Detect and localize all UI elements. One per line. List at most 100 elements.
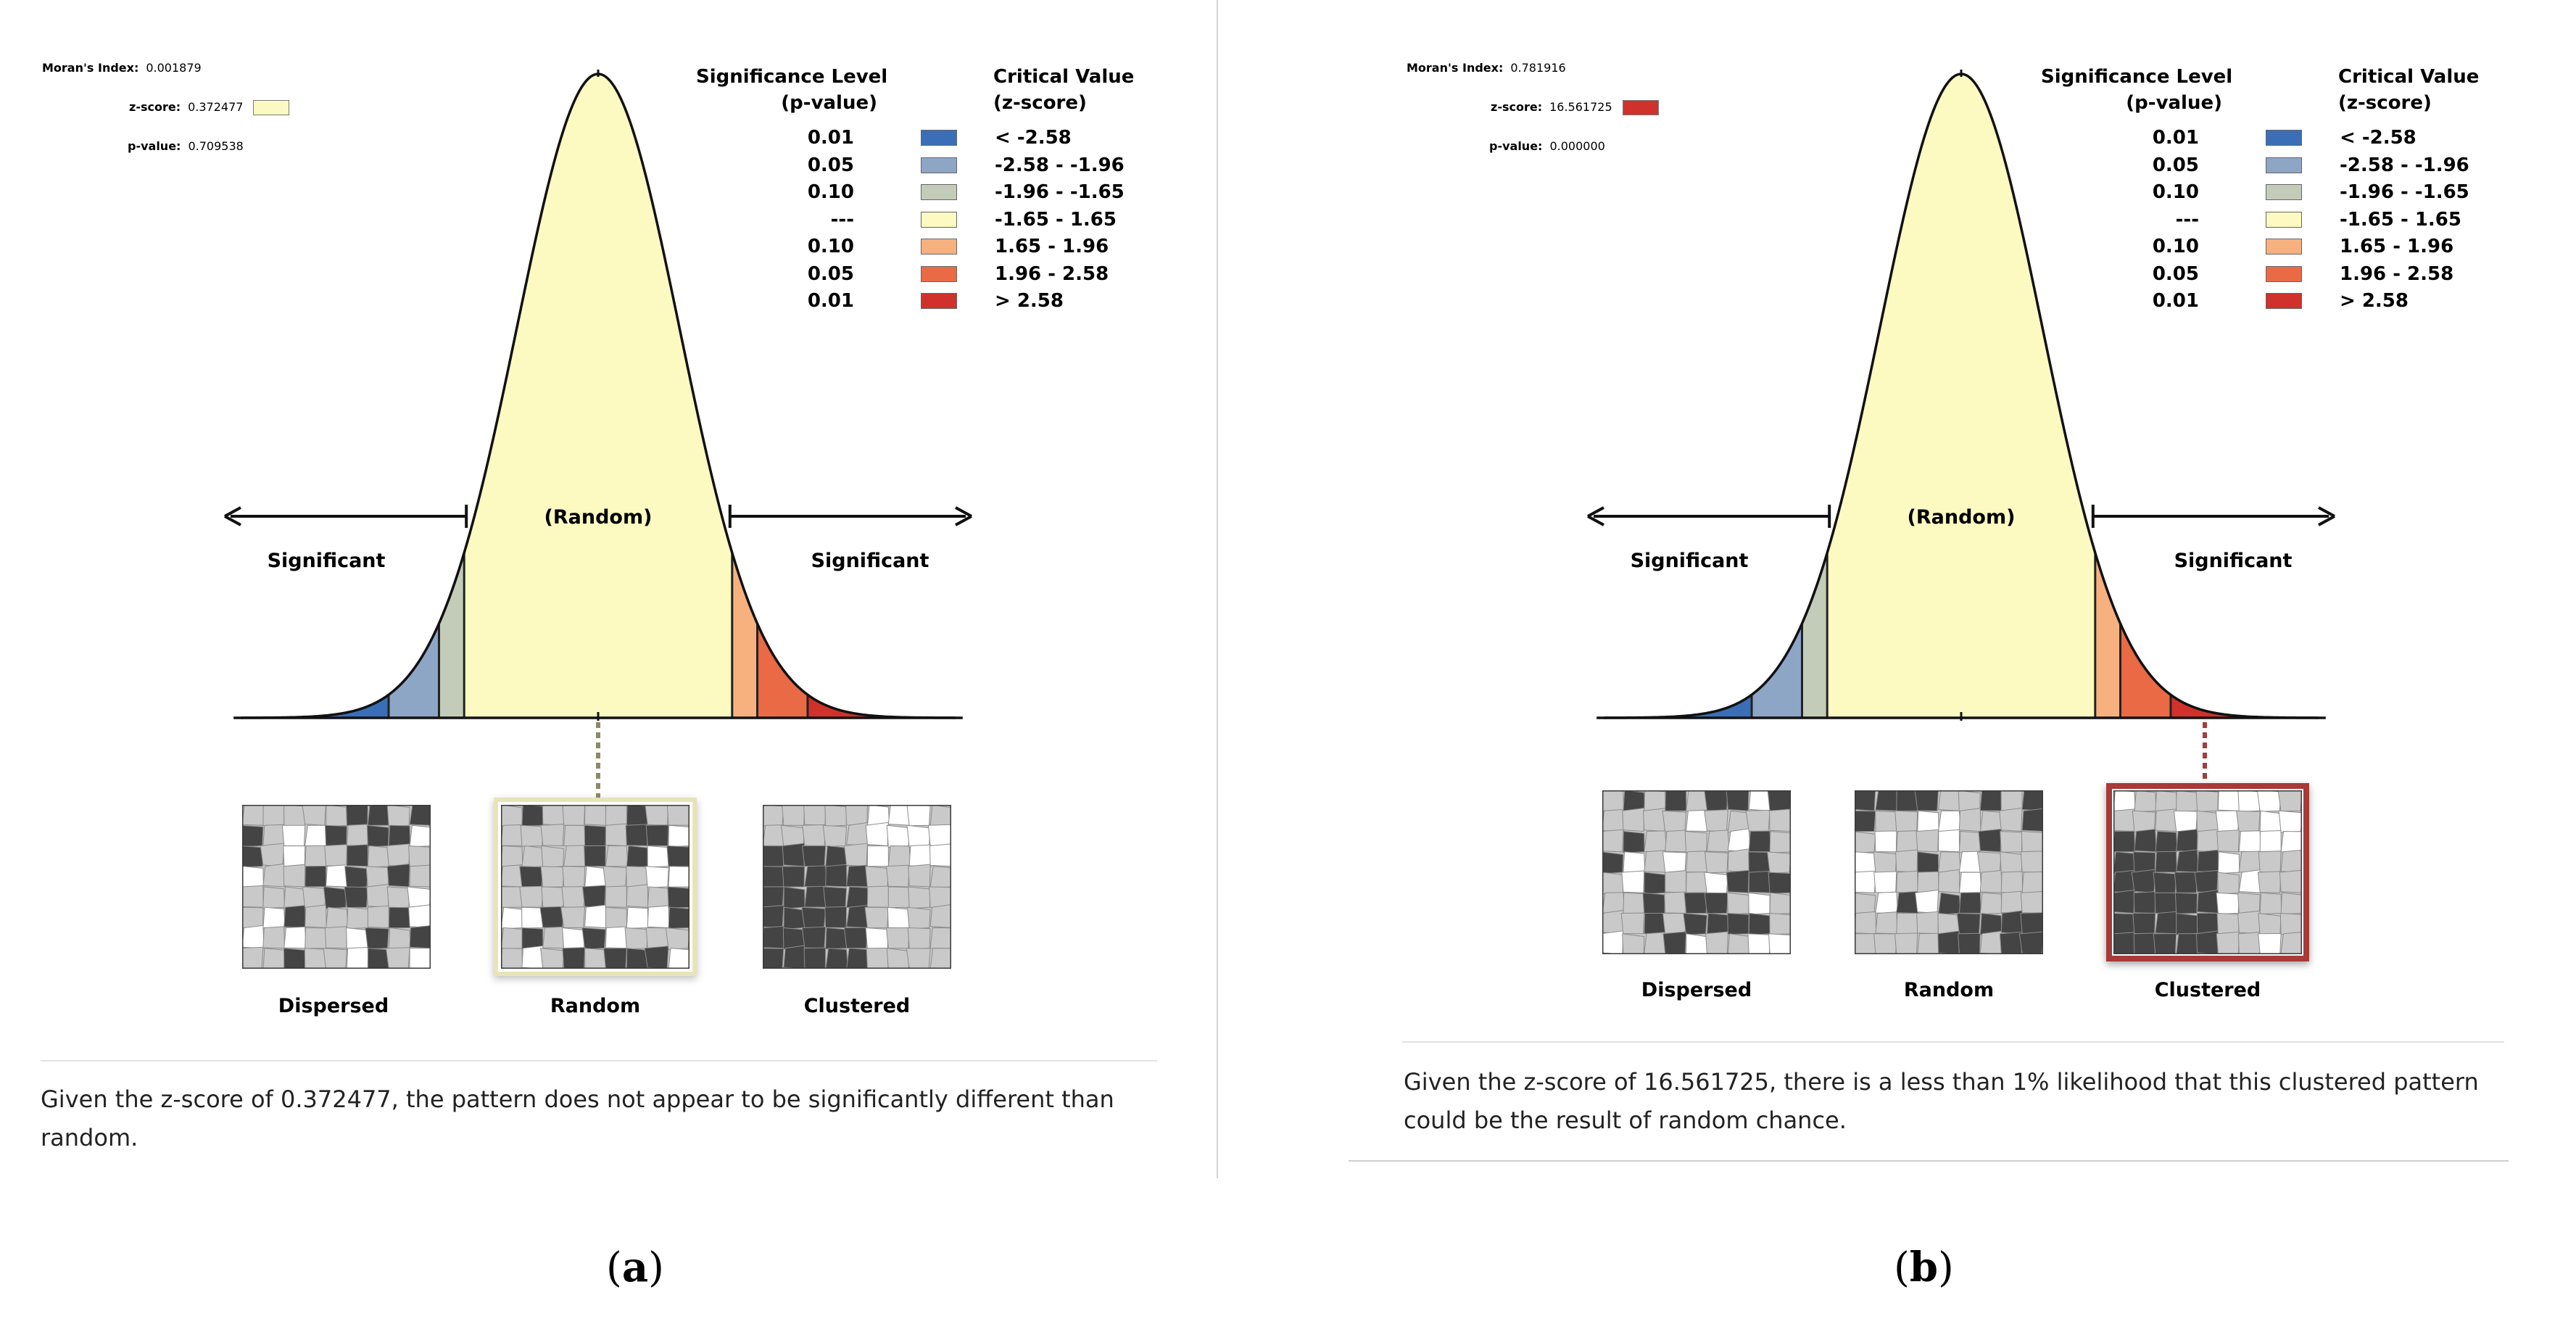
map-polygon <box>584 824 606 847</box>
summary-line-2: could be the result of random chance. <box>1404 1106 1847 1134</box>
random-pattern-map <box>1855 790 2043 954</box>
summary-line-2: random. <box>41 1124 138 1151</box>
legend-p-value: 0.01 <box>2152 127 2199 149</box>
summary-line-1: Given the z-score of 16.561725, there is… <box>1404 1068 2479 1096</box>
map-polygon <box>645 824 669 847</box>
map-polygon <box>2217 872 2240 895</box>
map-polygon <box>843 843 868 867</box>
random-pattern-map <box>501 805 689 969</box>
curve-band-3 <box>464 74 732 718</box>
map-polygon <box>1979 930 2003 954</box>
map-polygon <box>1662 931 1687 954</box>
map-polygon <box>1873 871 1897 893</box>
map-polygon <box>2256 790 2282 812</box>
dispersed-label: Dispersed <box>1641 979 1752 1001</box>
map-polygon <box>1958 872 1982 893</box>
legend-p-value: 0.01 <box>2152 290 2199 312</box>
critical-value-header: Critical Value <box>993 66 1135 88</box>
map-polygon <box>927 824 951 847</box>
map-polygon <box>2259 892 2282 915</box>
summary-divider <box>1402 1041 2504 1043</box>
map-polygon <box>242 866 264 888</box>
sig-level-header: Significance Level <box>2041 66 2233 88</box>
map-polygon <box>2173 810 2198 832</box>
legend-p-value: 0.10 <box>807 181 854 203</box>
z-score-label: z-score: <box>129 100 181 114</box>
map-polygon <box>242 924 265 949</box>
map-polygon <box>1704 790 1728 811</box>
map-polygon <box>560 906 586 929</box>
map-polygon <box>647 905 670 929</box>
map-polygon <box>366 824 389 848</box>
map-polygon <box>906 824 931 848</box>
map-polygon <box>1855 933 1876 954</box>
map-polygon <box>1938 810 1961 832</box>
legend-row: 0.05 1.96 - 2.58 <box>2041 261 2505 287</box>
map-polygon <box>2257 871 2282 893</box>
map-polygon <box>386 886 410 909</box>
map-polygon <box>283 805 306 827</box>
significance-legend: Significance Level (p-value) Critical Valu… <box>2041 64 2505 325</box>
legend-p-value: 0.01 <box>807 127 854 149</box>
map-polygon <box>2155 830 2178 853</box>
map-polygon <box>823 886 848 909</box>
caption-a-open: ( <box>606 1244 622 1291</box>
bottom-divider <box>1349 1160 2509 1162</box>
critical-value-header: Critical Value <box>2338 66 2480 88</box>
map-polygon <box>542 926 566 949</box>
map-polygon <box>1665 830 1688 853</box>
caption-a-letter: a <box>621 1244 649 1291</box>
map-polygon <box>1896 830 1919 853</box>
map-polygon <box>283 864 306 888</box>
clustered-pattern-map <box>763 805 951 969</box>
map-polygon <box>626 845 650 868</box>
summary-text: Given the z-score of 0.372477, the patte… <box>41 1080 1201 1157</box>
map-polygon <box>1686 871 1708 893</box>
map-polygon <box>521 945 544 969</box>
map-polygon <box>2133 891 2156 914</box>
map-polygon <box>1874 830 1897 853</box>
map-polygon <box>262 948 286 969</box>
map-polygon <box>782 866 805 888</box>
map-polygon <box>1704 872 1728 895</box>
map-polygon <box>886 824 910 848</box>
map-polygon <box>644 946 669 969</box>
normal-distribution-curve: Significant Significant (Random) <box>1587 70 2335 790</box>
map-polygon <box>2000 871 2024 893</box>
map-polygon <box>1768 808 1791 832</box>
map-polygon <box>2215 810 2240 832</box>
map-polygon <box>2278 810 2302 833</box>
map-polygon <box>929 948 951 969</box>
map-polygon <box>605 805 628 826</box>
map-polygon <box>887 886 910 909</box>
right-arrow-head <box>955 506 972 526</box>
map-polygon <box>1855 851 1876 874</box>
map-polygon <box>302 805 326 826</box>
map-polygon <box>1748 892 1771 915</box>
map-polygon <box>1914 790 1939 811</box>
map-polygon <box>908 844 932 867</box>
z-score-swatch <box>253 100 290 115</box>
legend-row: --- -1.65 - 1.65 <box>696 207 1160 233</box>
legend-z-range: -1.65 - 1.65 <box>2340 208 2461 231</box>
legend-color-swatch <box>2266 293 2302 309</box>
legend-row: 0.05 -2.58 - -1.96 <box>2041 152 2505 178</box>
map-polygon <box>1748 830 1771 853</box>
map-border <box>242 805 431 969</box>
map-polygon <box>2259 810 2282 833</box>
random-label: Random <box>1903 979 1995 1001</box>
map-polygon <box>1855 831 1876 854</box>
map-polygon <box>2277 790 2302 812</box>
map-polygon <box>386 805 410 827</box>
map-polygon <box>2000 830 2023 853</box>
map-polygon <box>501 906 524 930</box>
sig-level-header: Significance Level <box>696 66 888 88</box>
map-polygon <box>1855 810 1876 832</box>
random-thumbnail-frame <box>494 798 697 976</box>
map-polygon <box>2195 790 2219 812</box>
map-polygon <box>2279 912 2302 935</box>
map-polygon <box>2018 931 2043 954</box>
map-border <box>1855 790 2043 954</box>
map-polygon <box>562 805 586 826</box>
right-arrow-head <box>2318 506 2335 526</box>
